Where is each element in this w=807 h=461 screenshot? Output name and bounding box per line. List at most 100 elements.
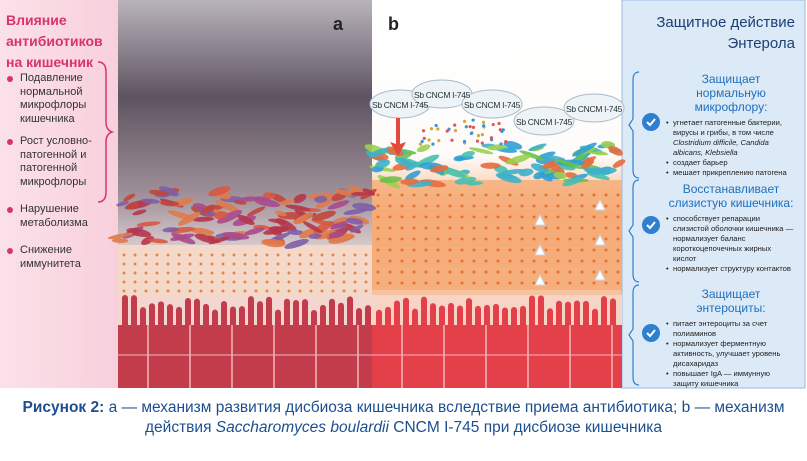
dot: [580, 270, 584, 274]
dot: [287, 280, 291, 284]
dot: [472, 237, 476, 241]
bacterium: [395, 157, 415, 168]
dot: [460, 193, 464, 197]
probiotic-label: Sb CNCM I-745: [565, 104, 623, 114]
dot: [155, 262, 159, 266]
dot: [436, 237, 440, 241]
dot: [580, 226, 584, 230]
bacterium: [162, 227, 179, 233]
dot: [592, 215, 596, 219]
dot: [568, 270, 572, 274]
dot: [320, 280, 324, 284]
dot: [592, 226, 596, 230]
dot: [436, 193, 440, 197]
yeast-cell: [563, 93, 625, 123]
dot: [592, 237, 596, 241]
bacterium: [528, 143, 547, 152]
dot: [496, 270, 500, 274]
dot: [544, 259, 548, 263]
dot: [448, 226, 452, 230]
bacterium: [111, 238, 129, 244]
dot: [448, 237, 452, 241]
dot: [556, 248, 560, 252]
bacterium: [287, 229, 305, 235]
dot: [133, 253, 137, 257]
dot: [520, 226, 524, 230]
bacterium: [158, 186, 179, 197]
dot: [472, 281, 476, 285]
benefit-section: Восстанавливает слизистую кишечника: спо…: [666, 182, 796, 274]
dot: [424, 226, 428, 230]
bacterium: [429, 165, 449, 173]
left-panel-bg: [0, 0, 118, 388]
dot: [568, 193, 572, 197]
dot: [580, 204, 584, 208]
probiotic-label: Sb CNCM I-745: [515, 117, 573, 127]
dot: [544, 215, 548, 219]
dot: [604, 259, 608, 263]
bacterium: [495, 172, 522, 184]
panel-label: a: [333, 14, 344, 34]
dot: [508, 193, 512, 197]
dot: [177, 289, 181, 293]
dot: [376, 281, 380, 285]
bacterium: [519, 150, 545, 161]
dot: [448, 215, 452, 219]
dot: [496, 193, 500, 197]
dot: [287, 262, 291, 266]
dot: [188, 289, 192, 293]
dot: [320, 289, 324, 293]
bacterium: [608, 145, 624, 156]
bullet: нормализует ферментную активность, улучш…: [666, 339, 796, 369]
dot: [265, 262, 269, 266]
bacterium: [194, 233, 217, 244]
dot: [276, 262, 280, 266]
bacterium: [237, 214, 255, 226]
dot: [616, 204, 620, 208]
bacterium: [214, 211, 228, 220]
dot: [568, 204, 572, 208]
dot: [520, 281, 524, 285]
dot: [376, 226, 380, 230]
dot: [342, 280, 346, 284]
bullet-list: питает энтероциты за счет полиаминов нор…: [666, 319, 796, 389]
bacterium: [123, 193, 136, 202]
particle: [437, 138, 441, 143]
dot: [556, 193, 560, 197]
dot: [460, 215, 464, 219]
bacterium: [148, 238, 169, 244]
dot: [424, 237, 428, 241]
bacterium: [268, 218, 287, 224]
dot: [424, 270, 428, 274]
dot: [133, 289, 137, 293]
arrow: [594, 233, 606, 246]
particle: [464, 125, 468, 129]
dot: [508, 226, 512, 230]
particle: [421, 129, 426, 133]
dot: [616, 281, 620, 285]
dot: [544, 204, 548, 208]
dot: [364, 289, 368, 293]
dot: [298, 289, 302, 293]
arrow: [534, 243, 546, 256]
check-mark: [646, 221, 656, 230]
dot: [400, 270, 404, 274]
decoration: [107, 71, 660, 388]
check-mark: [646, 118, 656, 127]
dot: [133, 280, 137, 284]
dot: [298, 280, 302, 284]
dot: [342, 262, 346, 266]
dot: [232, 280, 236, 284]
dot: [276, 280, 280, 284]
dot: [412, 237, 416, 241]
bacterium: [233, 200, 247, 205]
dot: [287, 253, 291, 257]
caption-text: а — механизм развития дисбиоза кишечника…: [108, 399, 785, 436]
check-icon: [642, 113, 660, 131]
dot: [364, 262, 368, 266]
dot: [592, 248, 596, 252]
particle: [476, 133, 481, 138]
particle: [462, 119, 467, 124]
dot: [580, 237, 584, 241]
dot: [448, 270, 452, 274]
